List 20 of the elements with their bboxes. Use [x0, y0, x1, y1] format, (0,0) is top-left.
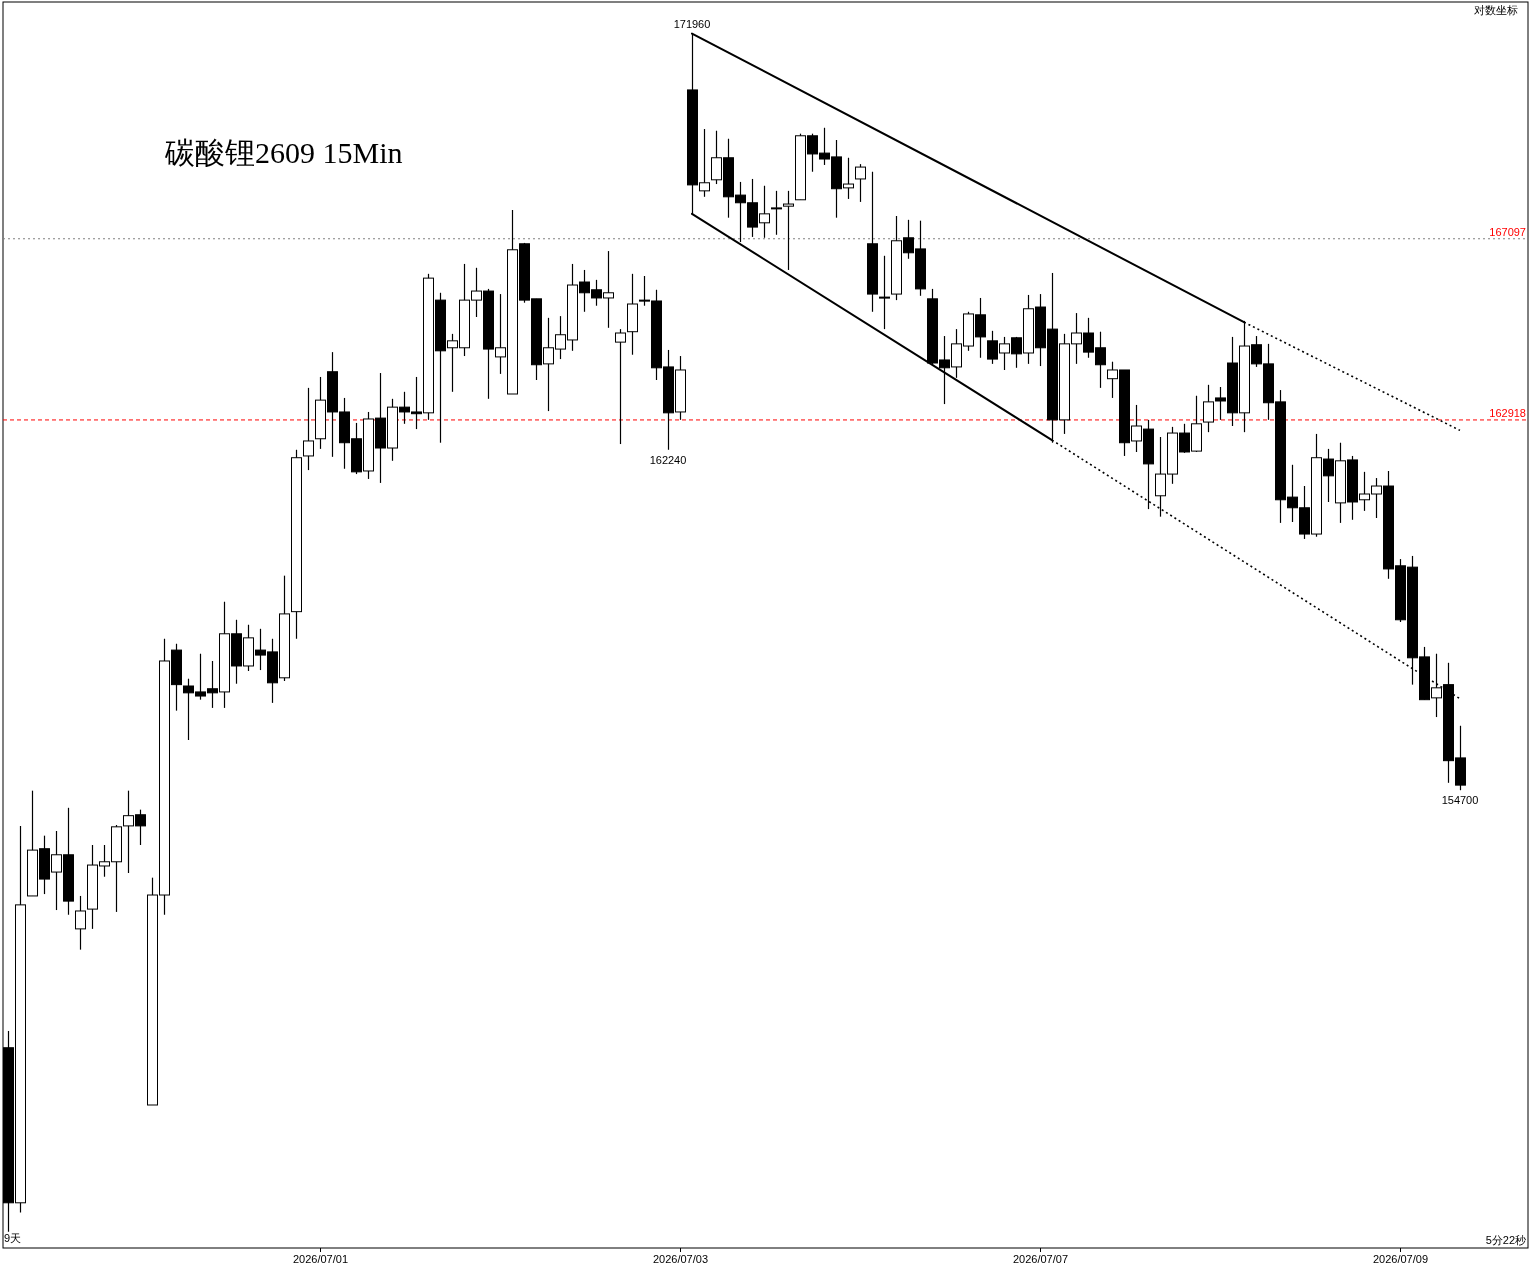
candlestick	[879, 255, 890, 330]
annotation: 171960	[673, 17, 711, 30]
ref-line-label: 162918	[1489, 406, 1526, 419]
candlestick	[615, 328, 626, 445]
x-tick-label: 2026/07/07	[1012, 1252, 1069, 1265]
candlestick	[771, 190, 782, 236]
candlestick	[75, 895, 86, 951]
x-tick-label: 2026/07/03	[652, 1252, 709, 1265]
ref-line-label: 167097	[1489, 225, 1526, 238]
candlestick	[783, 190, 794, 271]
text: 对数坐标	[1474, 4, 1518, 16]
candlestick	[855, 163, 866, 203]
x-tick-label: 2026/07/09	[1372, 1252, 1429, 1265]
annotation: 9天	[4, 1232, 22, 1244]
text: 5分22秒	[1485, 1234, 1526, 1246]
x-tick-label: 2026/07/01	[292, 1252, 349, 1265]
candlestick	[303, 387, 314, 471]
annotation: 154700	[1441, 794, 1479, 807]
annotation: 162240	[649, 453, 687, 466]
text: 碳酸锂2609 15Min	[164, 136, 403, 169]
